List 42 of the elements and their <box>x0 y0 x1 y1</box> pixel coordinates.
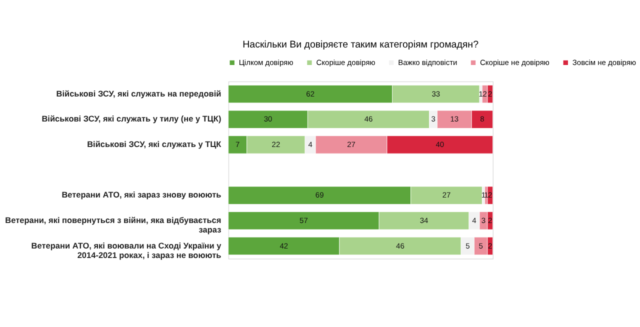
legend-label: Скоріше не довіряю <box>480 58 550 67</box>
y-tick-label: Ветерани АТО, які зараз знову воюють <box>62 190 222 200</box>
y-tick-label: Ветерани АТО, які воювали на Сході України у 2014-2021 роках, і зараз не воюють <box>31 241 222 260</box>
data-label: 42 <box>280 241 288 250</box>
legend-label: Цілком довіряю <box>238 58 294 67</box>
data-label: 40 <box>436 140 444 149</box>
data-label: 2 <box>488 190 492 200</box>
data-label: 2 <box>488 89 492 98</box>
data-label: 27 <box>347 140 356 149</box>
y-tick-label: Військові ЗСУ, які служать у ТЦК <box>87 140 222 149</box>
data-label: 69 <box>315 190 324 200</box>
data-label: 1 <box>481 190 486 200</box>
data-label: 3 <box>431 114 436 124</box>
data-label: 30 <box>264 114 272 124</box>
data-label: 13 <box>450 114 459 124</box>
y-tick-label: Військові ЗСУ, які служать у тилу (не у ТЦК) <box>42 114 222 124</box>
data-label: 5 <box>466 241 470 250</box>
y-tick-label: Ветерани, які повернуться з війни, яка відбувається зараз <box>5 216 222 235</box>
data-label: 5 <box>478 241 483 250</box>
data-label: 33 <box>432 89 440 98</box>
data-label: 34 <box>420 216 428 225</box>
legend-label: Скоріше довіряю <box>316 58 376 67</box>
legend-label: Важко відповісти <box>398 58 458 67</box>
bar <box>487 186 493 204</box>
data-label: 8 <box>480 114 484 124</box>
data-label: 4 <box>472 216 476 225</box>
chart-title: Наскільки Ви довіряєте таким категоріям громадян? <box>242 40 480 51</box>
data-label: 27 <box>442 190 451 200</box>
data-label: 7 <box>236 140 240 149</box>
data-label: 2 <box>488 216 492 225</box>
data-label: 3 <box>481 216 486 225</box>
data-label: 57 <box>300 216 308 225</box>
data-label: 46 <box>396 241 404 250</box>
legend-label: Зовсім не довіряю <box>572 58 636 67</box>
y-tick-label: Військові ЗСУ, які служать на передовій <box>56 89 222 98</box>
data-label: 4 <box>308 140 312 149</box>
data-label: 62 <box>306 89 314 98</box>
data-label: 2 <box>488 241 492 250</box>
data-label: 1 <box>478 89 483 98</box>
data-label: 46 <box>364 114 373 124</box>
data-label: 22 <box>272 140 280 149</box>
data-label: 2 <box>482 89 487 98</box>
